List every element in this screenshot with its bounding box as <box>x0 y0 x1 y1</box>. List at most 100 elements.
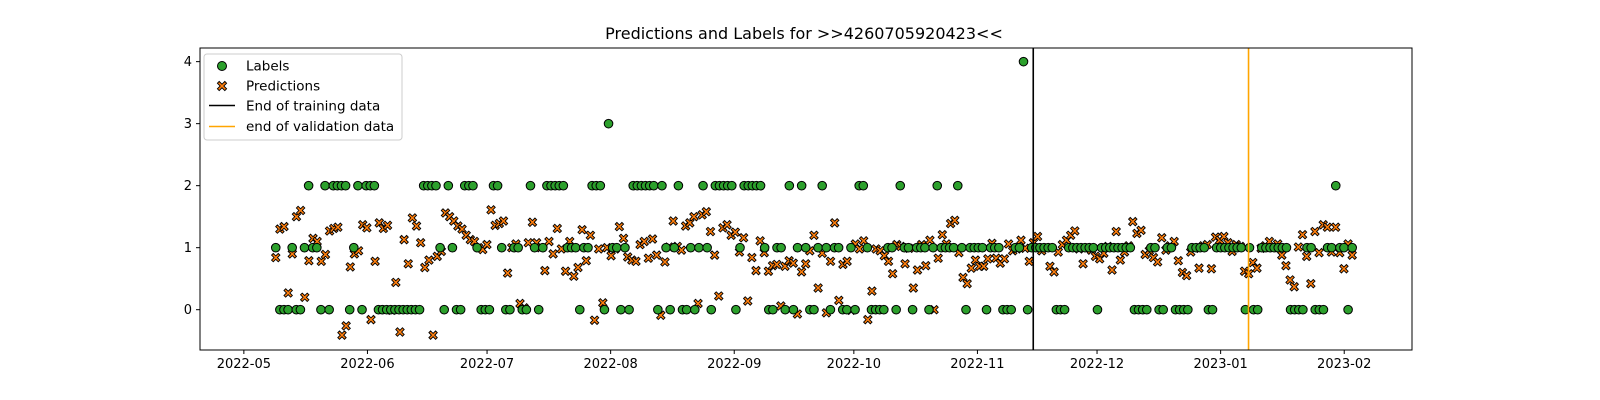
prediction-point <box>962 278 972 289</box>
label-point <box>735 242 745 253</box>
label-point <box>928 242 938 253</box>
prediction-point <box>411 221 422 231</box>
prediction-point <box>1032 231 1043 242</box>
prediction-point <box>581 255 592 266</box>
axes: 2022-05 2022-06 2022-07 2022-08 2022-09 2022-… <box>184 55 1372 372</box>
prediction-point <box>320 249 331 260</box>
label-point <box>833 242 844 253</box>
label-point <box>344 304 355 315</box>
label-point <box>443 180 454 191</box>
legend-predictions-marker <box>216 80 228 92</box>
prediction-point <box>825 256 836 267</box>
prediction-point <box>1194 263 1204 273</box>
x-tick-label: 2022-06 <box>340 357 394 372</box>
label-point <box>669 242 680 253</box>
prediction-point <box>428 330 438 340</box>
prediction-point <box>415 237 426 248</box>
prediction-point <box>1107 265 1117 275</box>
label-point <box>698 180 708 191</box>
prediction-point <box>283 288 294 298</box>
prediction-point <box>486 205 496 215</box>
label-point <box>1059 304 1070 315</box>
label-point <box>648 180 659 191</box>
label-point <box>694 242 704 253</box>
label-point <box>533 304 544 315</box>
prediction-point <box>900 258 910 269</box>
prediction-point <box>800 258 811 269</box>
y-tick-label: 3 <box>184 117 192 132</box>
prediction-point <box>498 216 509 226</box>
prediction-point <box>978 261 989 272</box>
prediction-point <box>925 235 935 246</box>
prediction-point <box>1156 232 1167 243</box>
prediction-point <box>643 253 654 264</box>
prediction-point <box>540 265 550 276</box>
label-point <box>340 180 351 191</box>
prediction-point <box>361 223 372 233</box>
label-point <box>961 304 971 315</box>
prediction-point <box>751 265 761 276</box>
vertical-lines <box>1032 48 1250 350</box>
label-point <box>932 180 943 191</box>
label-point <box>673 180 684 191</box>
label-point <box>796 180 807 191</box>
label-point <box>1014 242 1025 253</box>
label-point <box>681 304 692 315</box>
prediction-point <box>788 258 799 269</box>
label-point <box>784 180 795 191</box>
prediction-point <box>382 220 393 231</box>
prediction-point <box>407 213 418 223</box>
label-point <box>1281 242 1292 253</box>
label-point <box>862 242 873 253</box>
label-point <box>505 304 515 315</box>
label-point <box>299 242 310 253</box>
prediction-point <box>1136 225 1146 236</box>
label-point <box>513 242 523 253</box>
label-point <box>439 304 450 315</box>
label-point <box>702 242 712 253</box>
label-point <box>1347 242 1357 253</box>
prediction-point <box>1078 258 1088 269</box>
label-point <box>287 242 297 253</box>
label-point <box>1150 242 1160 253</box>
label-point <box>496 242 507 253</box>
prediction-point <box>1173 255 1184 266</box>
prediction-point <box>1024 256 1035 267</box>
prediction-point <box>544 236 554 247</box>
prediction-point <box>862 314 873 325</box>
prediction-point <box>403 258 414 269</box>
prediction-point <box>933 253 944 264</box>
prediction-point <box>1314 247 1324 258</box>
prediction-point <box>701 206 712 217</box>
label-point <box>1318 304 1329 315</box>
label-point <box>665 304 675 315</box>
prediction-point <box>1285 275 1295 285</box>
label-point <box>813 242 823 253</box>
label-point <box>977 242 988 253</box>
prediction-point <box>341 320 351 331</box>
label-point <box>611 242 622 253</box>
label-point <box>1092 304 1103 315</box>
prediction-point <box>395 327 405 337</box>
prediction-point <box>1206 263 1217 274</box>
label-point <box>952 180 963 191</box>
prediction-point <box>647 234 658 244</box>
prediction-point <box>299 292 310 303</box>
label-point <box>1006 304 1016 315</box>
label-point <box>1125 242 1136 253</box>
legend-labels-text: Labels <box>246 59 289 75</box>
legend-labels-marker <box>217 61 227 71</box>
prediction-point <box>366 314 376 325</box>
prediction-point <box>1152 257 1163 267</box>
label-point <box>1088 242 1099 253</box>
label-point <box>595 180 606 191</box>
label-point <box>1298 304 1308 315</box>
prediction-point <box>937 229 948 240</box>
prediction-point <box>660 257 670 267</box>
prediction-point <box>1347 250 1358 260</box>
label-point <box>1207 304 1218 315</box>
label-point <box>994 242 1004 253</box>
prediction-point <box>755 236 765 246</box>
label-point <box>570 242 581 253</box>
prediction-point <box>689 211 699 222</box>
